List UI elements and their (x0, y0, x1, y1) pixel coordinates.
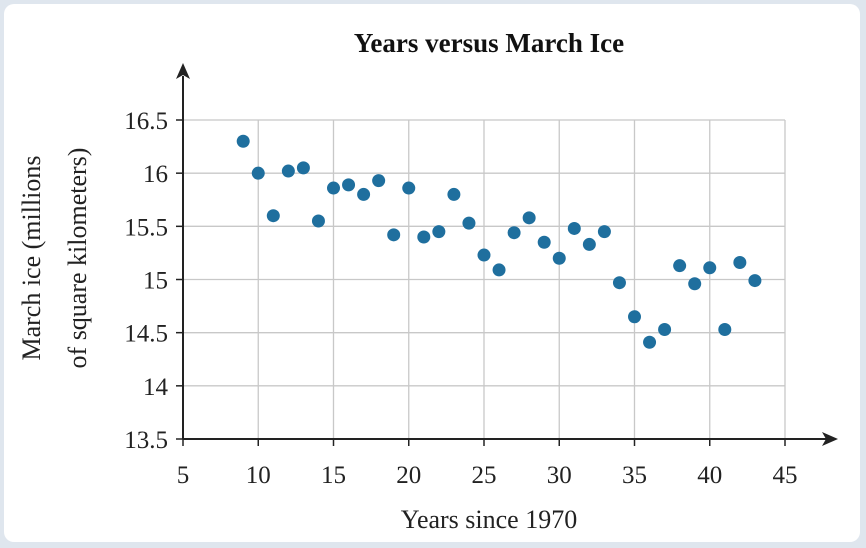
data-point (357, 187, 371, 201)
x-tick-label: 30 (547, 462, 572, 489)
data-point (432, 225, 446, 239)
x-tick-label: 15 (321, 462, 346, 489)
data-point (402, 181, 416, 195)
data-point (567, 221, 581, 235)
chart-card (4, 4, 860, 542)
x-tick-labels: 5 10 15 20 25 30 35 40 45 (177, 462, 798, 489)
data-point (582, 237, 596, 251)
data-point (552, 251, 566, 265)
y-axis-label: March ice (millions of square kilometers… (17, 148, 92, 369)
x-axis-label: Years since 1970 (401, 505, 577, 534)
x-axis-arrow (822, 432, 838, 446)
data-point (658, 322, 672, 336)
y-tick-labels: 13.5 14 14.5 15 15.5 16 16.5 (124, 108, 168, 454)
data-point (643, 335, 657, 349)
x-tick-label: 35 (622, 462, 647, 489)
grid (183, 119, 786, 439)
data-point (387, 228, 401, 242)
data-point (703, 261, 717, 275)
data-point (417, 230, 431, 244)
x-tick-label: 5 (177, 462, 190, 489)
x-tick-label: 40 (697, 462, 722, 489)
data-point (327, 181, 340, 195)
data-point (236, 134, 250, 148)
data-point (507, 226, 521, 240)
data-point (462, 216, 476, 230)
data-point (477, 248, 491, 262)
data-point (266, 209, 280, 223)
y-axis-label-line-2: of square kilometers) (63, 148, 92, 369)
y-tick-label: 16.5 (124, 108, 168, 135)
chart-title: Years versus March Ice (354, 28, 624, 58)
data-point (597, 225, 611, 239)
x-tick-label: 10 (246, 462, 271, 489)
y-tick-label: 15.5 (124, 214, 168, 241)
data-point (372, 174, 386, 188)
y-tick-label: 15 (143, 268, 168, 295)
y-axis-arrow (176, 63, 190, 79)
data-point (447, 187, 461, 201)
x-tick-label: 25 (472, 462, 497, 489)
data-point (673, 259, 687, 273)
data-point (296, 161, 310, 175)
data-point (251, 166, 265, 180)
data-point (281, 164, 295, 178)
data-point (342, 178, 356, 192)
data-point (522, 211, 536, 225)
y-tick-label: 16 (143, 161, 168, 188)
y-tick-label: 14 (143, 374, 169, 401)
data-point (628, 310, 641, 324)
data-point (688, 277, 702, 291)
data-point (612, 276, 626, 290)
y-axis-label-line-1: March ice (millions (17, 155, 46, 360)
data-point (733, 255, 747, 269)
data-point (492, 263, 506, 277)
data-point (718, 322, 732, 336)
data-points (236, 134, 762, 349)
y-tick-label: 13.5 (124, 427, 168, 454)
data-point (537, 235, 551, 249)
data-point (748, 274, 762, 288)
y-tick-label: 14.5 (124, 321, 168, 348)
data-point (311, 214, 325, 228)
x-tick-label: 45 (773, 462, 798, 489)
axes (176, 63, 838, 446)
x-tick-label: 20 (396, 462, 421, 489)
